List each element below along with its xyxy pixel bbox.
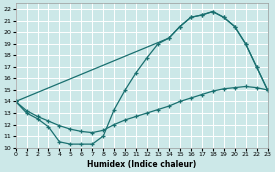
X-axis label: Humidex (Indice chaleur): Humidex (Indice chaleur) bbox=[87, 159, 196, 169]
